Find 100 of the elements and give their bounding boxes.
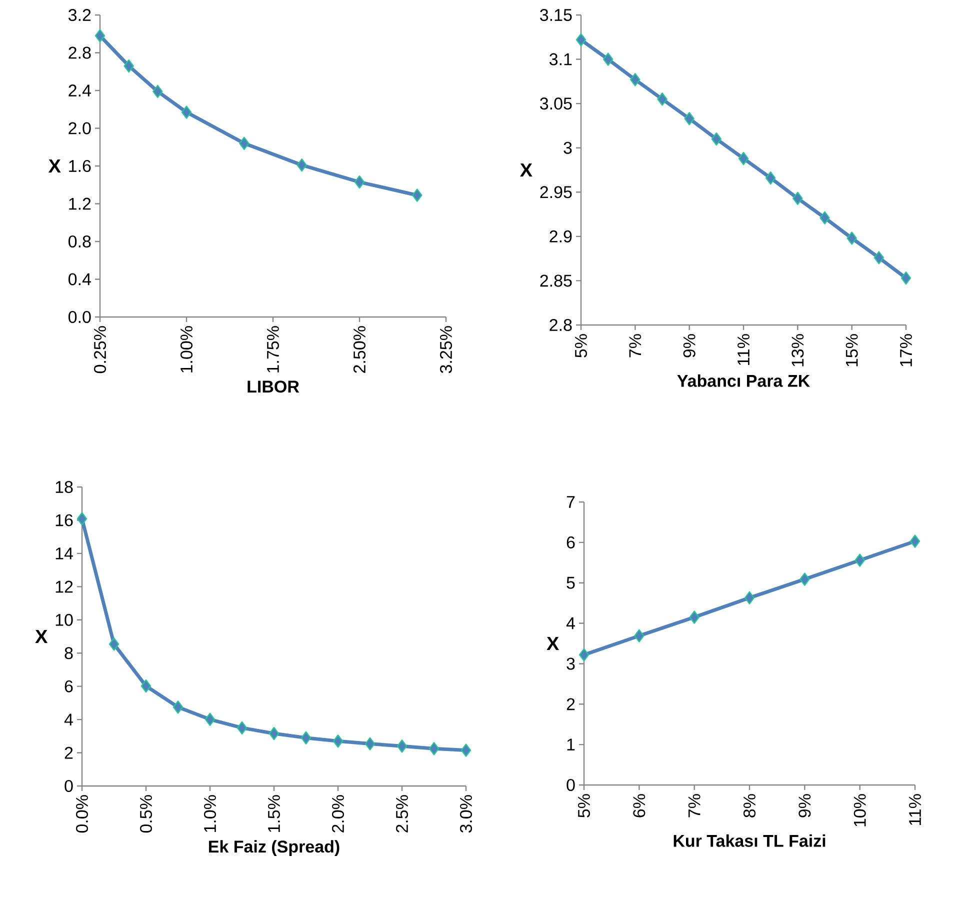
- point: [300, 731, 312, 744]
- point: [792, 192, 803, 205]
- point: [396, 740, 408, 753]
- point: [854, 554, 865, 567]
- y-axis-title: X: [48, 159, 61, 173]
- x-tick-label: 1.0%: [204, 795, 216, 832]
- y-tick-label: 3.15: [540, 8, 572, 22]
- x-axis-title: Yabancı Para ZK: [677, 374, 810, 387]
- point: [602, 52, 614, 66]
- y-tick-label: 0: [64, 780, 73, 792]
- point: [744, 591, 755, 604]
- y-axis-title: X: [35, 630, 48, 644]
- x-tick-label: 1.5%: [268, 795, 280, 832]
- y-axis-title: X: [546, 636, 559, 650]
- y-tick-label: 1.6: [69, 160, 91, 172]
- point: [76, 512, 88, 526]
- x-tick-label: 0.5%: [140, 795, 152, 833]
- x-tick-label: 9%: [798, 794, 811, 818]
- point: [181, 106, 192, 119]
- y-tick-label: 6: [64, 680, 73, 692]
- point: [634, 629, 644, 642]
- x-tick-label: 2.5%: [396, 795, 408, 832]
- y-tick-label: 1.2: [69, 198, 91, 210]
- point: [204, 712, 216, 726]
- y-tick-label: 7: [566, 496, 575, 508]
- point: [140, 679, 152, 693]
- point: [684, 112, 694, 126]
- y-tick-label: 18: [56, 480, 73, 494]
- x-tick-label: 5%: [578, 794, 590, 818]
- y-tick-label: 4: [64, 714, 73, 726]
- y-tick-label: 0.8: [68, 235, 91, 248]
- point: [910, 534, 920, 548]
- point: [657, 92, 668, 106]
- x-tick-label: 5%: [575, 334, 587, 358]
- point: [820, 211, 830, 224]
- y-tick-label: 2.8: [68, 46, 91, 59]
- point: [268, 726, 280, 740]
- y-tick-label: 2.85: [540, 274, 572, 287]
- y-tick-label: 2.95: [540, 186, 572, 198]
- x-tick-label: 2.0%: [332, 795, 344, 832]
- point: [630, 73, 640, 86]
- y-tick-label: 3: [564, 142, 572, 154]
- point: [846, 232, 857, 245]
- x-tick-label: 11%: [738, 334, 750, 365]
- point: [576, 33, 586, 46]
- point: [152, 84, 163, 98]
- y-tick-label: 2: [566, 698, 575, 710]
- y-tick-label: 14: [56, 548, 73, 560]
- point: [124, 59, 134, 73]
- y-tick-label: 3.2: [68, 8, 91, 22]
- x-tick-label: 6%: [633, 794, 646, 818]
- point: [578, 648, 590, 662]
- x-axis-title: Ek Faiz (Spread): [209, 840, 340, 856]
- point: [332, 734, 344, 748]
- point: [874, 251, 884, 264]
- x-tick-label: 9%: [683, 334, 696, 358]
- y-tick-label: 1: [567, 738, 575, 750]
- point: [108, 638, 120, 651]
- y-axis-title: X: [520, 163, 532, 177]
- x-tick-label: 0.0%: [76, 795, 88, 833]
- x-tick-label: 17%: [900, 334, 912, 366]
- y-tick-label: 0.0: [68, 310, 91, 324]
- y-tick-label: 8: [64, 647, 73, 660]
- x-axis-title: Kur Takası TL Faizi: [674, 834, 826, 847]
- point: [94, 29, 106, 42]
- x-tick-label: 10%: [854, 794, 866, 826]
- point: [239, 136, 250, 150]
- y-tick-label: 2: [64, 746, 73, 759]
- y-tick-label: 12: [56, 580, 73, 593]
- x-tick-label: 11%: [909, 794, 921, 825]
- x-tick-label: 1.00%: [180, 326, 193, 372]
- y-tick-label: 16: [56, 514, 73, 526]
- x-tick-label: 7%: [629, 334, 642, 358]
- y-tick-label: 0.4: [68, 273, 91, 286]
- x-tick-label: 3.0%: [460, 795, 472, 833]
- y-tick-label: 6: [566, 536, 575, 548]
- y-tick-label: 0: [566, 778, 575, 792]
- x-tick-label: 2.50%: [353, 326, 366, 373]
- y-tick-label: 2.8: [550, 318, 572, 332]
- point: [236, 721, 248, 734]
- x-tick-label: 15%: [846, 334, 858, 366]
- y-tick-label: 3.1: [549, 53, 572, 66]
- y-tick-label: 2.4: [68, 84, 91, 96]
- point: [689, 610, 700, 624]
- y-tick-label: 4: [566, 617, 575, 630]
- point: [412, 188, 422, 202]
- y-tick-label: 10: [56, 614, 73, 626]
- x-tick-label: 1.75%: [267, 326, 279, 372]
- point: [738, 152, 749, 166]
- y-tick-label: 5: [566, 576, 575, 589]
- point: [364, 737, 376, 750]
- x-tick-label: 7%: [688, 794, 700, 818]
- x-tick-label: 3.25%: [440, 326, 452, 374]
- point: [460, 744, 472, 757]
- x-tick-label: 13%: [792, 334, 804, 366]
- point: [765, 171, 776, 185]
- y-tick-label: 3: [566, 658, 575, 670]
- point: [354, 175, 365, 189]
- point: [172, 700, 184, 714]
- point: [800, 572, 810, 586]
